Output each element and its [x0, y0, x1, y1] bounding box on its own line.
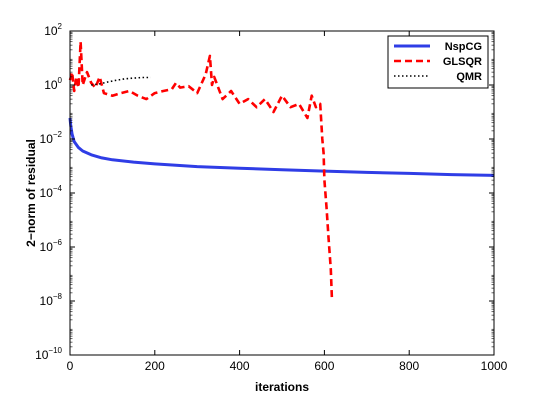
- x-tick-label: 1000: [481, 359, 508, 373]
- x-tick-label: 400: [230, 359, 250, 373]
- series-line-glsqr: [68, 40, 334, 302]
- legend-label-qmr: QMR: [456, 71, 482, 83]
- plot-lines: [68, 40, 495, 302]
- y-tick-label: 10−4: [40, 184, 63, 200]
- y-tick-label: 100: [44, 76, 62, 92]
- y-tick-label: 10−10: [35, 346, 62, 362]
- y-tick-label: 10−8: [40, 292, 63, 308]
- y-tick-label: 10−6: [40, 238, 63, 254]
- x-axis-label: iterations: [255, 380, 309, 394]
- legend: NspCG GLSQR QMR: [387, 35, 489, 89]
- y-tick-label: 102: [44, 22, 62, 38]
- x-tick-label: 200: [145, 359, 165, 373]
- x-tick-label: 800: [399, 359, 419, 373]
- y-axis-label: 2−norm of residual: [24, 139, 38, 247]
- y-tick-label: 10−2: [40, 130, 63, 146]
- x-axis: 0 200 400 600 800 1000: [67, 31, 508, 373]
- legend-label-nspcg: NspCG: [445, 41, 482, 53]
- series-line-nspcg: [68, 117, 495, 177]
- x-tick-label: 600: [314, 359, 334, 373]
- x-tick-label: 0: [67, 359, 74, 373]
- y-axis: 102 100 10−2 10−4 10−6 10−8 10−10: [35, 22, 494, 362]
- legend-label-glsqr: GLSQR: [443, 56, 482, 68]
